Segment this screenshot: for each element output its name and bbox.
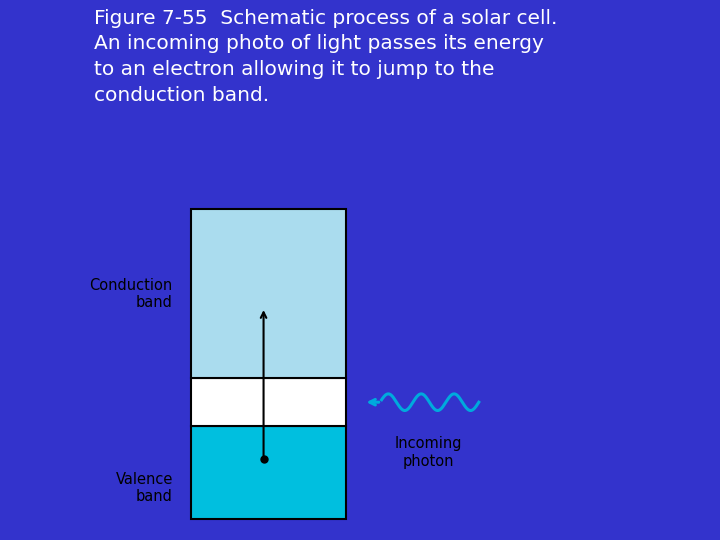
Text: Valence
band: Valence band [115, 471, 173, 504]
Text: Incoming
photon: Incoming photon [395, 436, 462, 469]
Bar [191, 378, 346, 426]
Text: Conduction
band: Conduction band [89, 278, 173, 310]
Text: Figure 7-55  Schematic process of a solar cell.
An incoming photo of light passe: Figure 7-55 Schematic process of a solar… [94, 9, 557, 105]
Bar [191, 426, 346, 519]
Bar [191, 209, 346, 378]
